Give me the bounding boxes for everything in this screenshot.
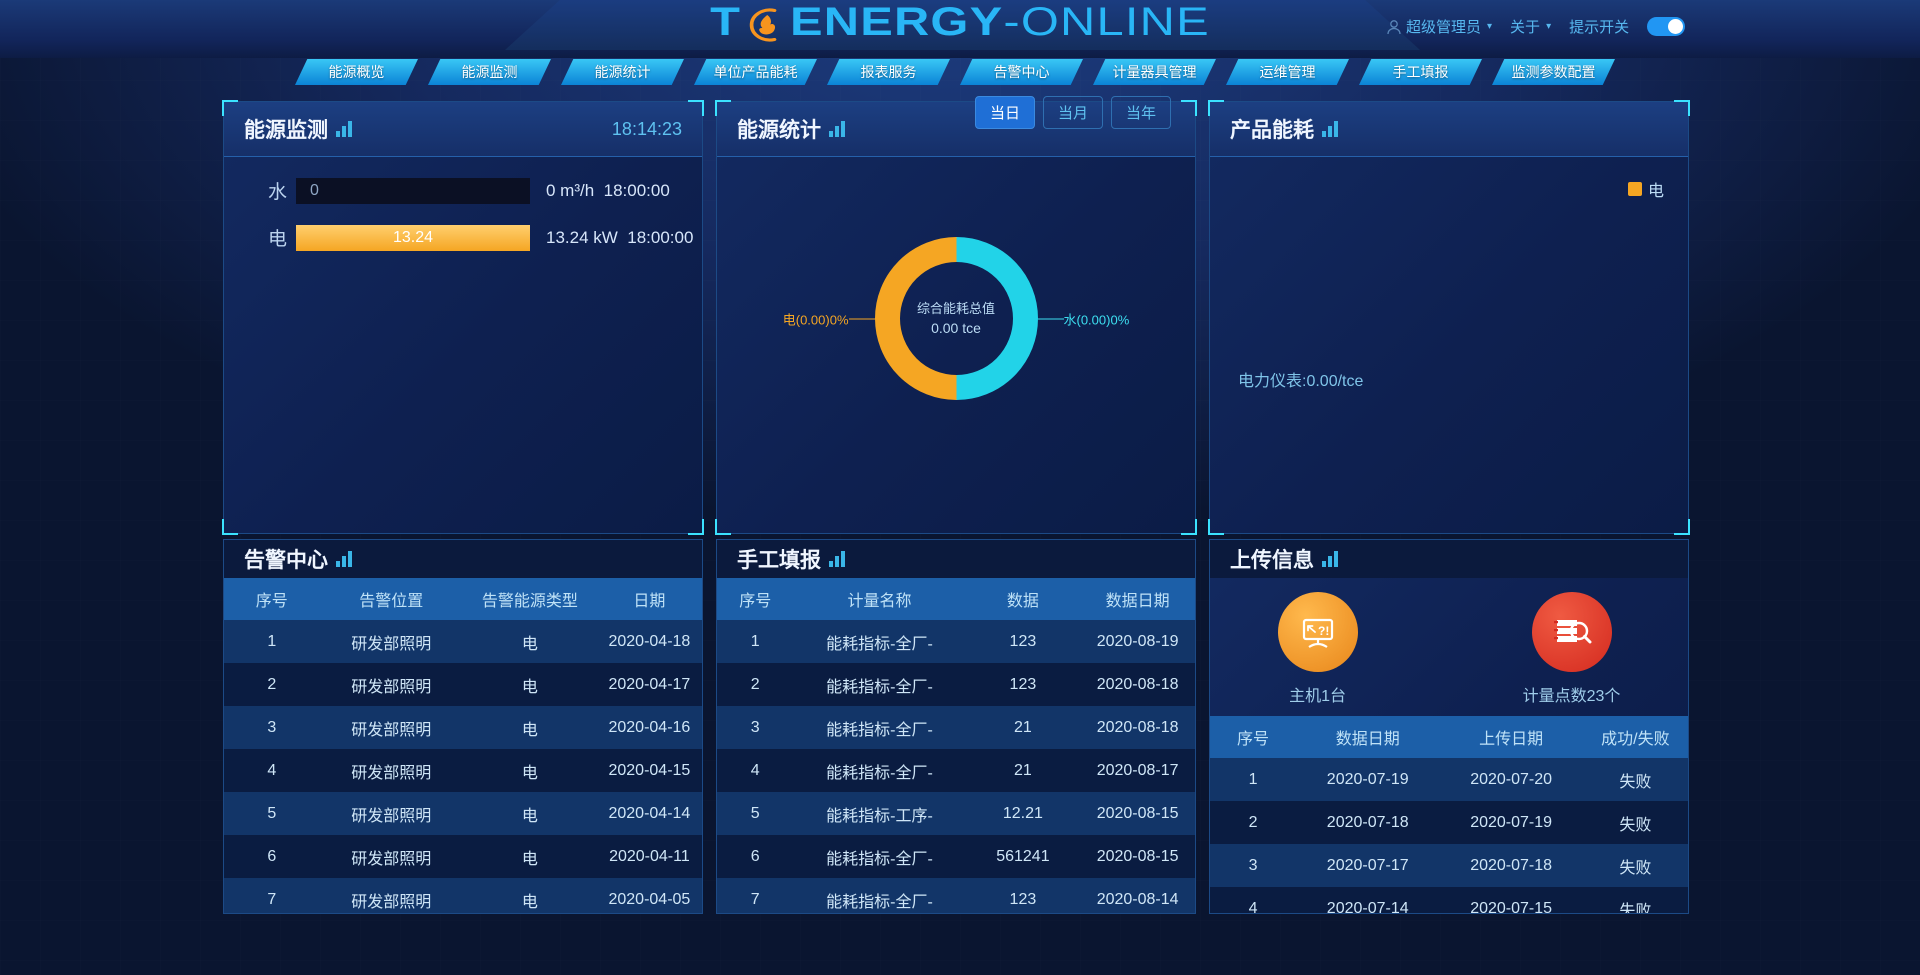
svg-text:?!: ?! [1318,624,1329,638]
